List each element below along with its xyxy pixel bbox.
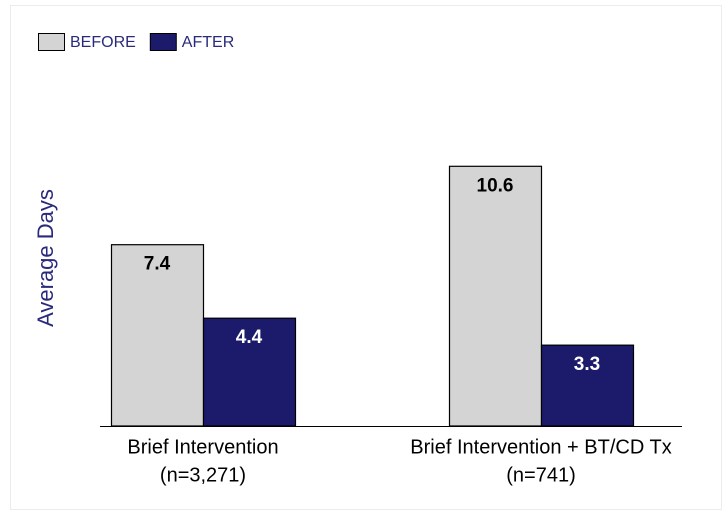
bar [202, 317, 297, 427]
legend-label: AFTER [182, 34, 234, 51]
value-label: 10.6 [477, 175, 514, 196]
legend-swatch [149, 33, 177, 51]
value-label: 3.3 [574, 354, 600, 375]
value-label: 7.4 [144, 254, 171, 275]
x-tick-label: (n=741) [506, 464, 576, 486]
y-axis-label: Average Days [33, 189, 58, 327]
legend-label: BEFORE [70, 34, 136, 51]
value-label: 4.4 [236, 327, 263, 348]
bar [110, 244, 205, 427]
x-tick-label: Brief Intervention [127, 436, 278, 458]
x-tick-label: (n=3,271) [160, 464, 246, 486]
x-tick-label: Brief Intervention + BT/CD Tx [410, 436, 671, 458]
legend-swatch [38, 33, 65, 51]
bar [448, 165, 543, 427]
bar [540, 344, 635, 427]
